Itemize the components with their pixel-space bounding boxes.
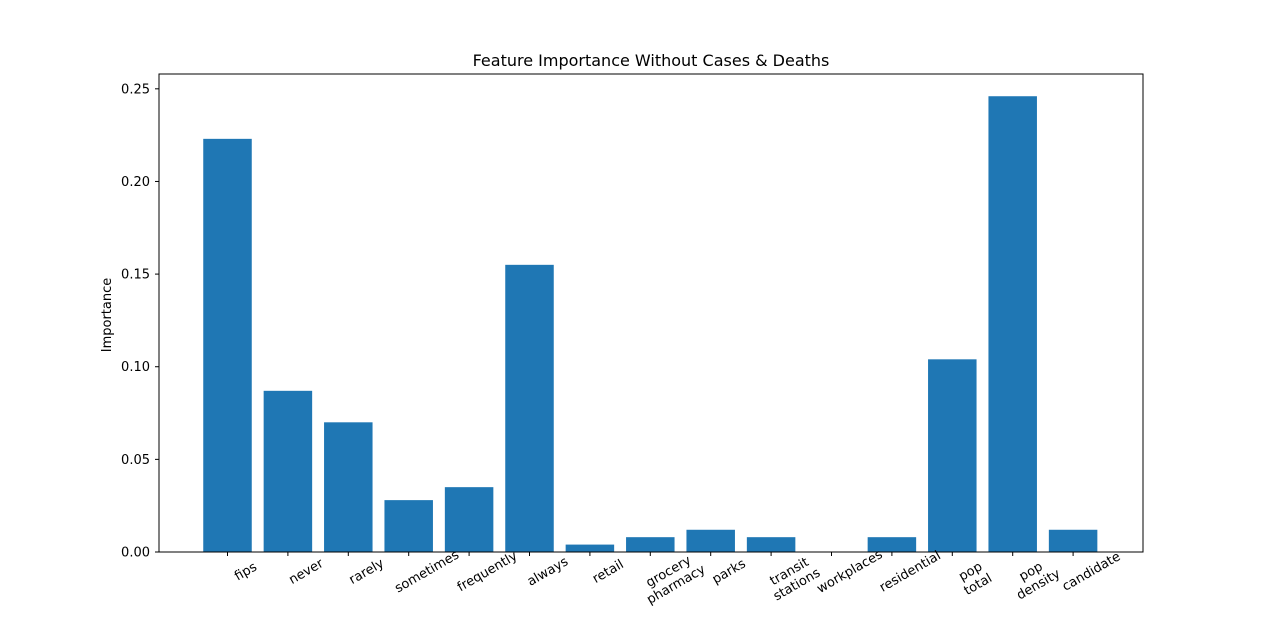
bar-fips: [203, 138, 252, 552]
bar-rarely: [324, 422, 373, 552]
bar-pop-density: [988, 96, 1037, 553]
y-tick-label: 0.20: [121, 175, 150, 190]
x-tick-label-retail: retail: [590, 557, 626, 587]
x-tick-label-never: never: [286, 556, 326, 588]
x-tick-label-pop-density: popdensity: [1007, 553, 1064, 603]
y-axis-label: Importance: [100, 278, 115, 353]
x-tick-label-workplaces: workplaces: [814, 547, 885, 597]
x-tick-label-pop-total: poptotal: [954, 558, 995, 599]
x-tick-label-parks: parks: [710, 556, 749, 587]
bar-always: [505, 264, 554, 552]
x-tick-label-sometimes: sometimes: [392, 547, 462, 596]
bar-retail: [565, 544, 615, 552]
x-tick-label-transit-stations: transitstations: [763, 552, 823, 604]
bar-frequently: [444, 487, 494, 552]
bar-candidate: [1048, 529, 1098, 552]
bar-pop-total: [928, 359, 977, 552]
x-tick-label-candidate: candidate: [1060, 549, 1123, 594]
chart-title: Feature Importance Without Cases & Death…: [473, 51, 830, 70]
plot-frame: [158, 73, 1144, 553]
bar-sometimes: [384, 500, 433, 552]
bar-residential: [867, 537, 917, 552]
x-tick-label-grocery-pharmacy: grocerypharmacy: [637, 549, 709, 608]
x-tick-label-rarely: rarely: [347, 556, 387, 588]
x-tick-label-fips: fips: [232, 560, 260, 585]
y-tick-label: 0.00: [121, 546, 150, 561]
y-tick-label: 0.15: [121, 268, 150, 283]
bars-group: [203, 96, 1098, 553]
bar-transit-stations: [746, 537, 796, 552]
y-tick-label: 0.25: [121, 82, 150, 97]
x-tick-label-always: always: [525, 554, 571, 589]
bar-parks: [686, 529, 735, 552]
bar-never: [263, 390, 313, 552]
x-tick-label-frequently: frequently: [455, 549, 521, 596]
y-axis: 0.00 0.05 0.10 0.15 0.20 0.25: [121, 82, 159, 561]
bar-grocery-pharmacy: [626, 537, 675, 552]
x-tick-label-residential: residential: [877, 548, 944, 595]
y-tick-label: 0.10: [121, 360, 150, 375]
y-tick-label: 0.05: [121, 453, 150, 468]
